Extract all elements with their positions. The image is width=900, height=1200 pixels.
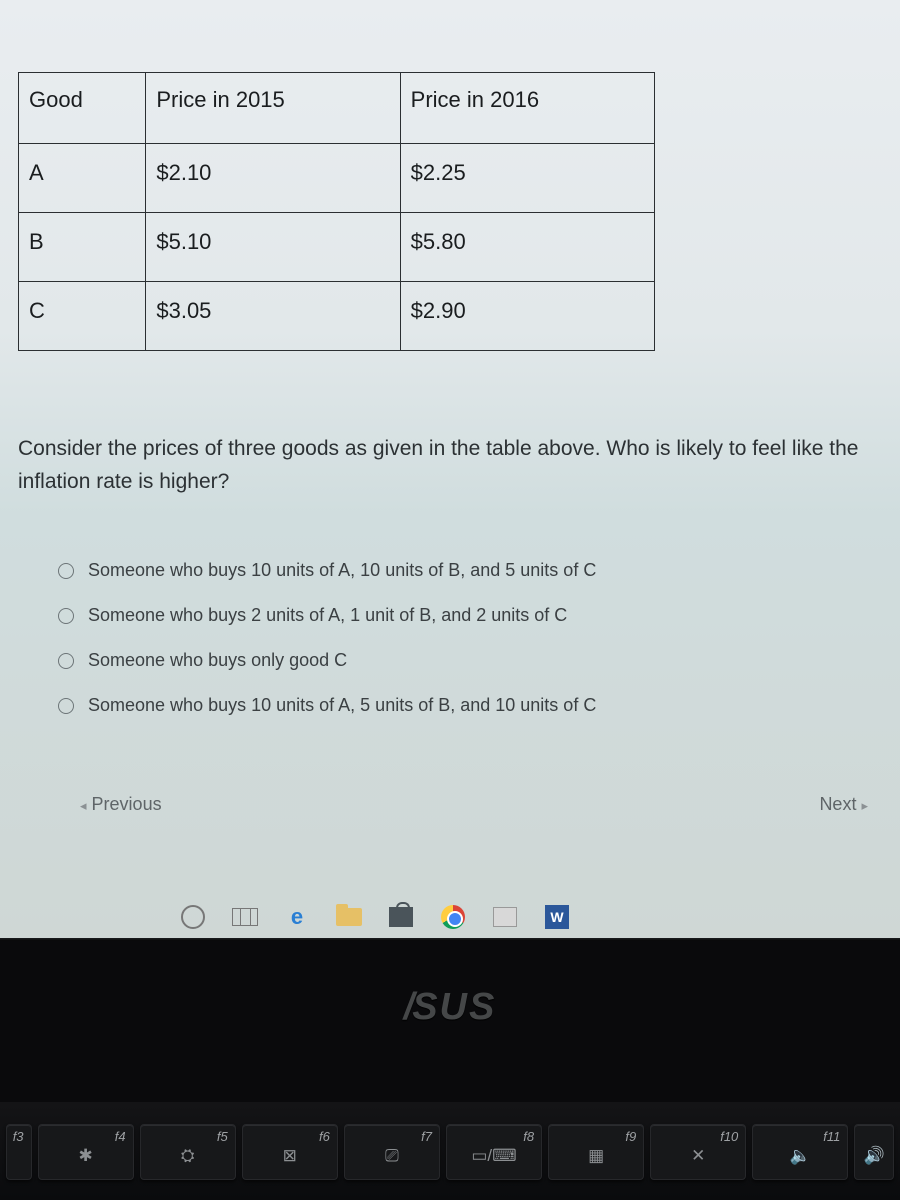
radio-icon[interactable] xyxy=(58,698,74,714)
screen-off-icon: ⎚ xyxy=(385,1146,399,1166)
cell: C xyxy=(19,282,146,351)
chevron-right-icon: ▸ xyxy=(861,798,868,813)
option-label: Someone who buys only good C xyxy=(88,650,347,671)
key-f7[interactable]: f7 ⎚ xyxy=(344,1124,440,1180)
key-f4[interactable]: f4 ✱ xyxy=(38,1124,134,1180)
option-4[interactable]: Someone who buys 10 units of A, 5 units … xyxy=(58,695,886,716)
brightness-up-icon: ⛭ xyxy=(181,1146,195,1166)
radio-icon[interactable] xyxy=(58,563,74,579)
radio-icon[interactable] xyxy=(58,608,74,624)
volume-down-icon: 🔈 xyxy=(790,1146,811,1166)
key-f8[interactable]: f8 ▭/⌨ xyxy=(446,1124,542,1180)
question-text: Consider the prices of three goods as gi… xyxy=(18,433,886,498)
asus-logo: SUS xyxy=(404,986,497,1029)
cell: $2.90 xyxy=(400,282,654,351)
option-label: Someone who buys 10 units of A, 10 units… xyxy=(88,560,596,581)
chevron-left-icon: ◂ xyxy=(80,798,87,813)
file-explorer-icon[interactable] xyxy=(334,902,364,932)
option-3[interactable]: Someone who buys only good C xyxy=(58,650,886,671)
key-f9[interactable]: f9 ▦ xyxy=(548,1124,644,1180)
key-f12[interactable]: 🔊 xyxy=(854,1124,894,1180)
key-f5[interactable]: f5 ⛭ xyxy=(140,1124,236,1180)
chrome-icon[interactable] xyxy=(438,902,468,932)
edge-icon[interactable]: e xyxy=(282,902,312,932)
grid-icon: ▦ xyxy=(588,1146,604,1166)
task-view-icon[interactable] xyxy=(230,902,260,932)
quiz-content: Good Price in 2015 Price in 2016 A $2.10… xyxy=(0,72,900,815)
cell: $2.10 xyxy=(146,144,400,213)
key-f10[interactable]: f10 ✕ xyxy=(650,1124,746,1180)
keyboard: f3 f4 ✱ f5 ⛭ f6 ⊠ f7 ⎚ f8 ▭/⌨ f9 ▦ f10 ✕ xyxy=(0,1102,900,1200)
brightness-down-icon: ✱ xyxy=(78,1146,92,1166)
cell: $3.05 xyxy=(146,282,400,351)
key-f3[interactable]: f3 xyxy=(6,1124,32,1180)
price-table: Good Price in 2015 Price in 2016 A $2.10… xyxy=(18,72,655,351)
cell: A xyxy=(19,144,146,213)
cell: $2.25 xyxy=(400,144,654,213)
paint-icon[interactable] xyxy=(490,902,520,932)
laptop-screen: Good Price in 2015 Price in 2016 A $2.10… xyxy=(0,0,900,938)
prev-label: Previous xyxy=(92,794,162,814)
cortana-icon[interactable] xyxy=(178,902,208,932)
cell: $5.10 xyxy=(146,213,400,282)
next-button[interactable]: Next ▸ xyxy=(819,794,868,815)
volume-up-icon: 🔊 xyxy=(864,1146,885,1166)
next-label: Next xyxy=(819,794,856,814)
word-icon[interactable]: W xyxy=(542,902,572,932)
key-f6[interactable]: f6 ⊠ xyxy=(242,1124,338,1180)
answer-options: Someone who buys 10 units of A, 10 units… xyxy=(18,560,886,716)
option-label: Someone who buys 10 units of A, 5 units … xyxy=(88,695,596,716)
option-1[interactable]: Someone who buys 10 units of A, 10 units… xyxy=(58,560,886,581)
option-2[interactable]: Someone who buys 2 units of A, 1 unit of… xyxy=(58,605,886,626)
touchpad-icon: ⊠ xyxy=(283,1146,297,1166)
radio-icon[interactable] xyxy=(58,653,74,669)
key-f11[interactable]: f11 🔈 xyxy=(752,1124,848,1180)
nav-row: ◂ Previous Next ▸ xyxy=(18,794,886,815)
display-switch-icon: ▭/⌨ xyxy=(471,1146,516,1166)
col-good: Good xyxy=(19,73,146,144)
col-2016: Price in 2016 xyxy=(400,73,654,144)
option-label: Someone who buys 2 units of A, 1 unit of… xyxy=(88,605,567,626)
windows-taskbar: e W xyxy=(178,902,572,932)
store-icon[interactable] xyxy=(386,902,416,932)
bezel xyxy=(0,938,900,941)
cell: $5.80 xyxy=(400,213,654,282)
cell: B xyxy=(19,213,146,282)
mute-icon: ✕ xyxy=(691,1146,705,1166)
col-2015: Price in 2015 xyxy=(146,73,400,144)
previous-button[interactable]: ◂ Previous xyxy=(80,794,162,815)
